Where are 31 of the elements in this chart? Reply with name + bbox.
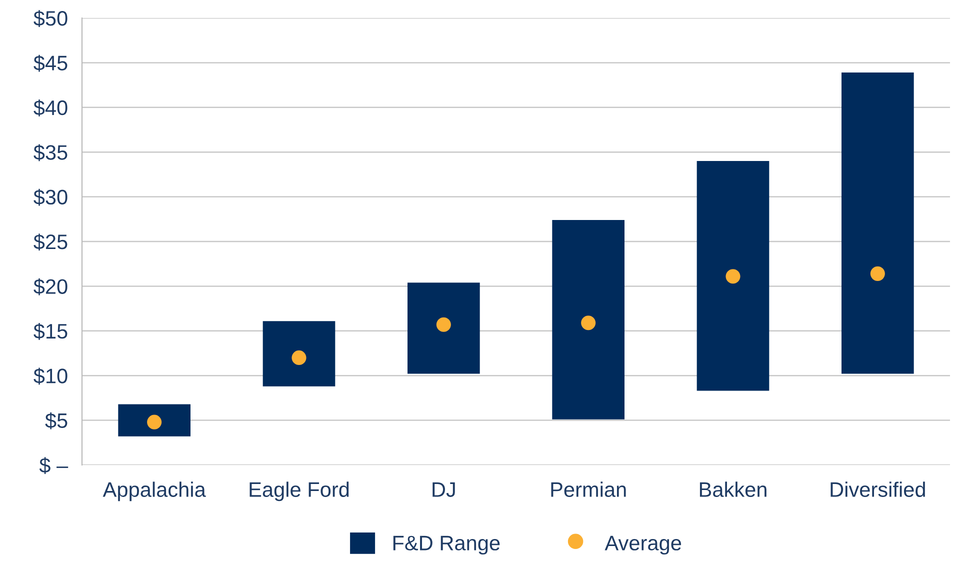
bar (118, 404, 190, 436)
y-tick-label: $35 (34, 144, 68, 162)
point (581, 316, 596, 330)
y-tick-label: $5 (45, 412, 68, 430)
y-tick-label: $25 (34, 234, 68, 250)
bar (408, 282, 480, 374)
point (870, 266, 885, 281)
y-tick-label: $40 (34, 100, 68, 116)
y-tick-label: $20 (34, 278, 68, 296)
y-tick-label: $10 (34, 368, 68, 385)
y-tick-label: $ – (39, 457, 68, 474)
point (436, 317, 451, 332)
y-tick-label: $45 (34, 54, 68, 72)
x-tick-label: Eagle Ford (250, 482, 349, 502)
y-tick-label: $15 (34, 323, 68, 340)
point (726, 269, 740, 284)
bar (842, 72, 914, 374)
legend-label: Average (604, 536, 682, 555)
bar (696, 161, 770, 391)
x-tick-label: Permian (551, 482, 626, 497)
y-tick-label: $30 (34, 188, 68, 206)
x-tick-label: DJ (432, 482, 455, 497)
bar (262, 321, 336, 386)
point (292, 350, 306, 366)
y-tick-label: $50 (34, 10, 68, 27)
legend-label: F&D Range (393, 536, 500, 555)
x-tick-label: Bakken (700, 482, 766, 497)
bar (552, 220, 624, 420)
x-tick-label: Diversified (830, 482, 925, 497)
point (147, 414, 162, 430)
x-tick-label: Appalachia (102, 482, 206, 502)
